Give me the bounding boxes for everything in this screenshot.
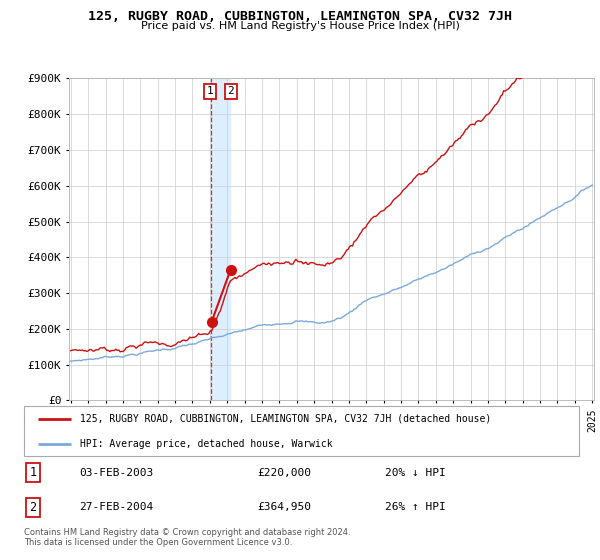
Text: 125, RUGBY ROAD, CUBBINGTON, LEAMINGTON SPA, CV32 7JH (detached house): 125, RUGBY ROAD, CUBBINGTON, LEAMINGTON … <box>79 414 491 423</box>
Text: 20% ↓ HPI: 20% ↓ HPI <box>385 468 445 478</box>
Text: £364,950: £364,950 <box>257 502 311 512</box>
Text: 1: 1 <box>207 86 214 96</box>
Text: 2: 2 <box>29 501 37 514</box>
Text: 125, RUGBY ROAD, CUBBINGTON, LEAMINGTON SPA, CV32 7JH: 125, RUGBY ROAD, CUBBINGTON, LEAMINGTON … <box>88 10 512 22</box>
Text: 1: 1 <box>29 466 37 479</box>
Text: Price paid vs. HM Land Registry's House Price Index (HPI): Price paid vs. HM Land Registry's House … <box>140 21 460 31</box>
Text: 26% ↑ HPI: 26% ↑ HPI <box>385 502 445 512</box>
Text: 27-FEB-2004: 27-FEB-2004 <box>79 502 154 512</box>
Text: HPI: Average price, detached house, Warwick: HPI: Average price, detached house, Warw… <box>79 439 332 449</box>
Bar <box>211 78 230 400</box>
Text: Contains HM Land Registry data © Crown copyright and database right 2024.
This d: Contains HM Land Registry data © Crown c… <box>24 528 350 547</box>
Text: 03-FEB-2003: 03-FEB-2003 <box>79 468 154 478</box>
Text: £220,000: £220,000 <box>257 468 311 478</box>
FancyBboxPatch shape <box>24 406 579 456</box>
Text: 2: 2 <box>227 86 234 96</box>
